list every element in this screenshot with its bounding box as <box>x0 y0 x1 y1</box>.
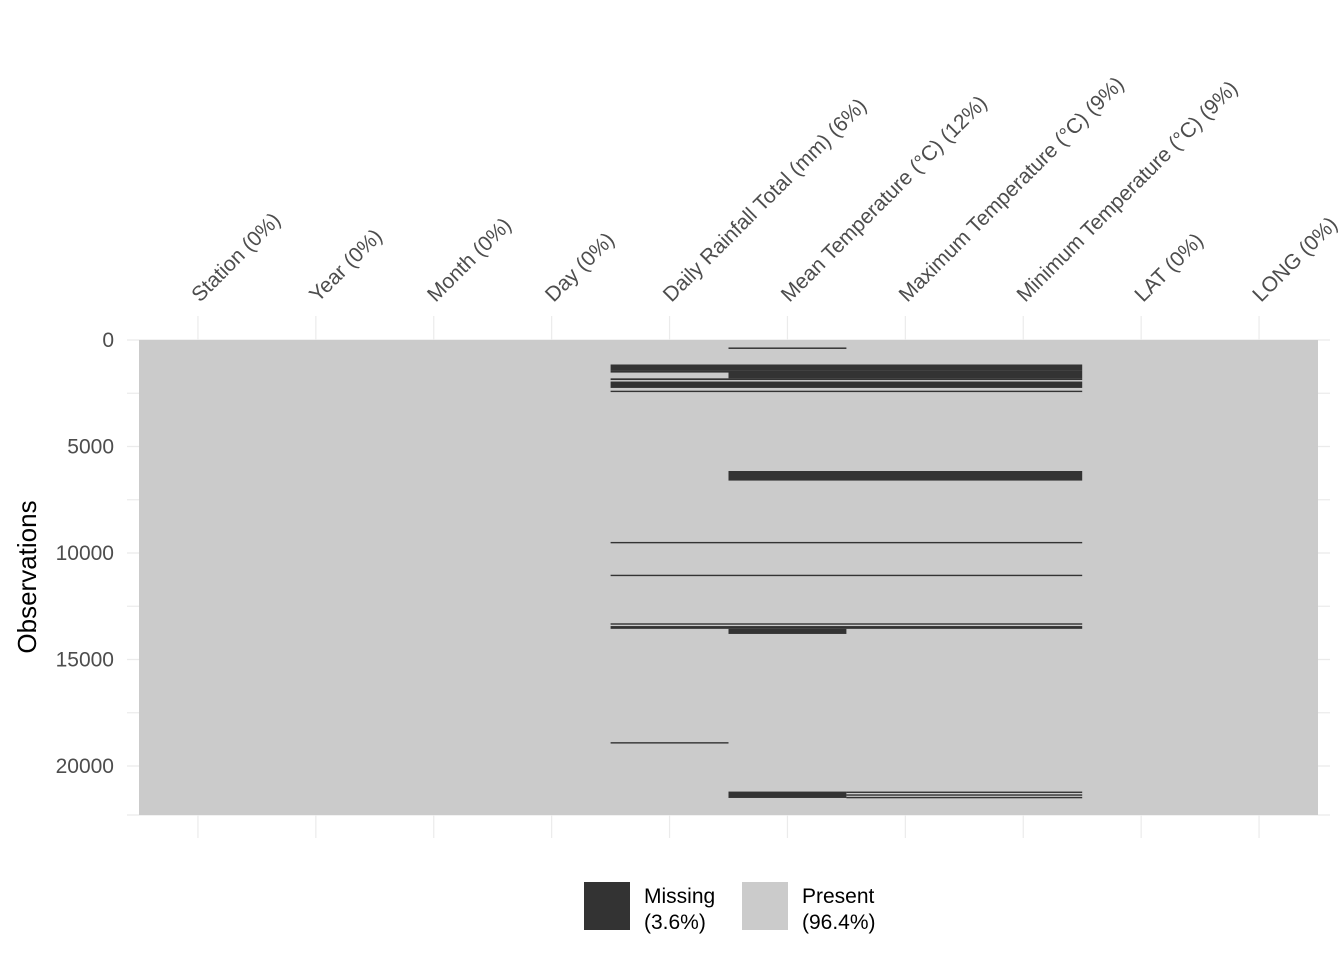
missing-cell <box>610 378 1083 381</box>
y-axis-title: Observations <box>12 500 42 653</box>
column-label: Year (0%) <box>305 225 387 307</box>
missing-cell <box>728 370 1083 379</box>
column-label: Month (0%) <box>423 214 516 307</box>
column-label: LAT (0%) <box>1130 229 1208 307</box>
missing-cell <box>610 574 1083 577</box>
y-tick-label: 15000 <box>56 649 114 672</box>
column-label: LONG (0%) <box>1248 213 1342 307</box>
missing-cell <box>610 364 1083 371</box>
y-tick-label: 20000 <box>56 755 114 778</box>
legend-percent: (3.6%) <box>644 911 706 934</box>
column-label: Station (0%) <box>187 209 285 307</box>
legend-percent: (96.4%) <box>802 911 876 934</box>
missing-cell <box>610 541 1083 544</box>
missing-cell <box>610 742 729 744</box>
missing-cell <box>728 628 847 634</box>
missing-cell <box>610 370 729 373</box>
column-label: Mean Temperature (°C) (12%) <box>777 91 992 306</box>
missing-cell <box>610 381 1083 388</box>
legend: Missing (3.6%) Present (96.4%) <box>584 882 876 934</box>
missing-cell <box>610 390 1083 393</box>
missing-cell <box>728 347 847 349</box>
column-label: Minimum Temperature (°C) (9%) <box>1013 77 1243 307</box>
column-label: Maximum Temperature (°C) (9%) <box>895 73 1129 307</box>
column-label: Day (0%) <box>541 228 619 306</box>
column-labels: Station (0%) Year (0%) Month (0%) Day (0%) D… <box>187 73 1342 307</box>
missing-cell <box>846 794 1083 796</box>
legend-swatch <box>742 882 788 930</box>
y-tick-label: 5000 <box>67 436 114 459</box>
missing-cell <box>846 791 1083 793</box>
missing-cell <box>846 796 1083 799</box>
missing-cell <box>728 791 847 798</box>
legend-label: Present <box>802 885 875 908</box>
present-area <box>139 340 1318 815</box>
y-axis-ticks: 0 5000 10000 15000 20000 <box>56 329 114 778</box>
missing-cells <box>610 347 1083 799</box>
y-tick-label: 10000 <box>56 542 114 565</box>
missing-cell <box>610 626 1083 629</box>
missing-cell <box>728 470 1083 481</box>
y-tick-label: 0 <box>102 329 114 352</box>
column-label: Daily Rainfall Total (mm) (6%) <box>659 94 871 306</box>
legend-swatch <box>584 882 630 930</box>
missing-cell <box>610 623 1083 625</box>
legend-label: Missing <box>644 885 715 908</box>
